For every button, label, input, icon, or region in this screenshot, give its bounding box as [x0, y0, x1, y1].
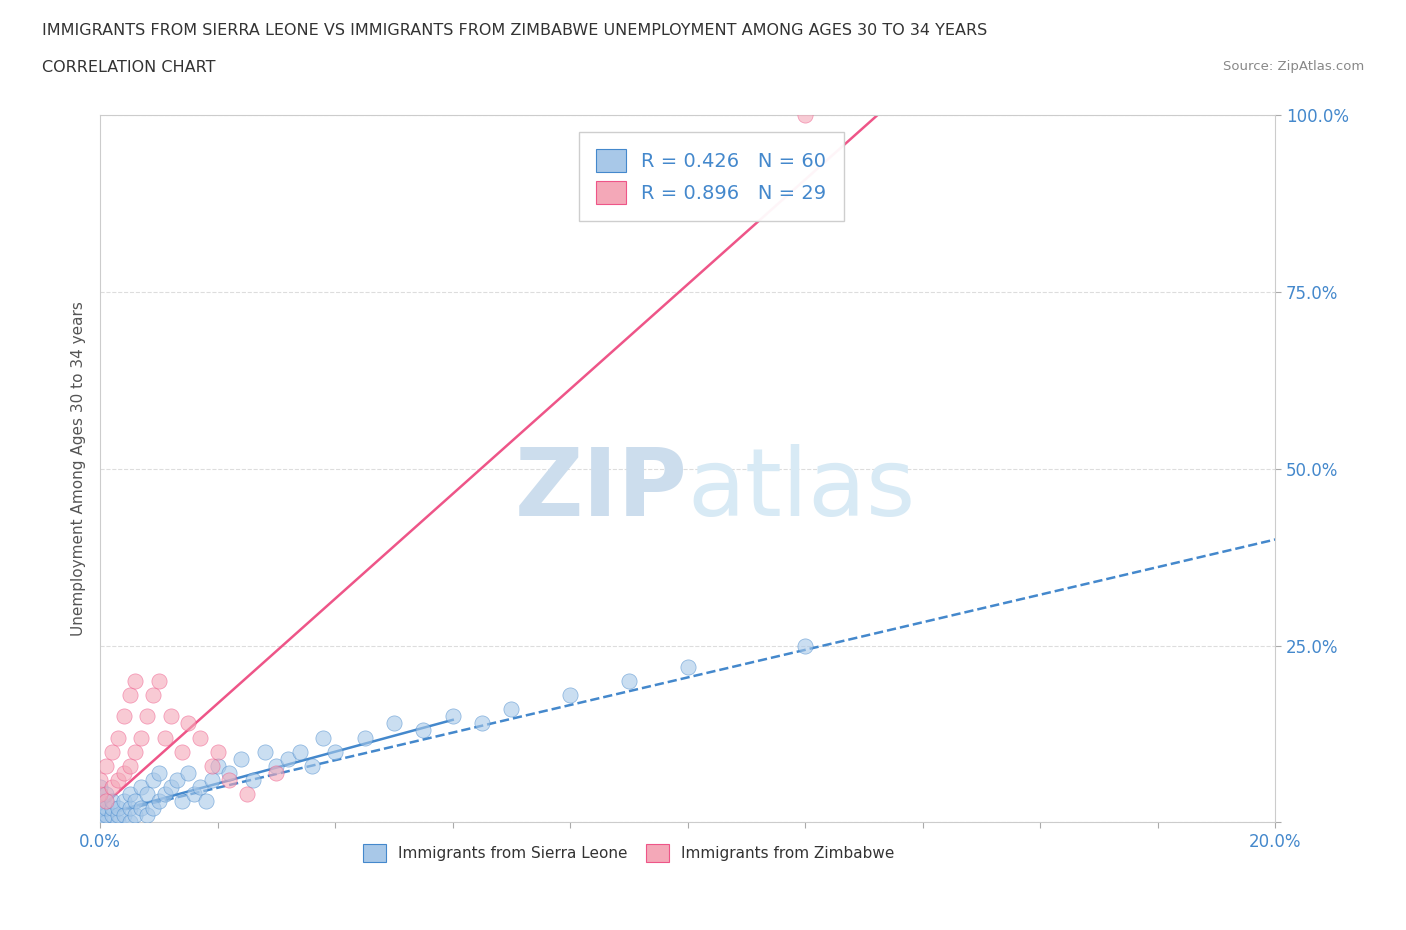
Point: [188, 730, 211, 745]
Point: [172, 744, 194, 759]
Point: [101, 801, 124, 816]
Point: [177, 716, 200, 731]
Point: [118, 687, 141, 702]
Point: [253, 744, 276, 759]
Point: [471, 716, 494, 731]
Point: [301, 758, 323, 773]
Point: [89, 808, 111, 823]
Point: [207, 758, 229, 773]
Text: atlas: atlas: [688, 444, 917, 536]
Point: [94, 815, 117, 830]
Point: [118, 801, 141, 816]
Point: [136, 709, 159, 724]
Point: [107, 730, 129, 745]
Point: [101, 794, 124, 809]
Point: [89, 794, 111, 809]
Y-axis label: Unemployment Among Ages 30 to 34 years: Unemployment Among Ages 30 to 34 years: [72, 301, 86, 636]
Point: [107, 808, 129, 823]
Point: [382, 716, 405, 731]
Point: [201, 773, 224, 788]
Point: [148, 673, 170, 688]
Text: IMMIGRANTS FROM SIERRA LEONE VS IMMIGRANTS FROM ZIMBABWE UNEMPLOYMENT AMONG AGES: IMMIGRANTS FROM SIERRA LEONE VS IMMIGRAN…: [42, 23, 987, 38]
Point: [312, 730, 335, 745]
Point: [153, 730, 176, 745]
Point: [159, 779, 181, 794]
Point: [142, 773, 165, 788]
Point: [94, 808, 117, 823]
Point: [166, 773, 188, 788]
Point: [501, 702, 523, 717]
Point: [159, 709, 181, 724]
Point: [94, 794, 117, 809]
Text: Source: ZipAtlas.com: Source: ZipAtlas.com: [1223, 60, 1364, 73]
Point: [101, 779, 124, 794]
Text: ZIP: ZIP: [515, 444, 688, 536]
Point: [107, 773, 129, 788]
Point: [183, 787, 205, 802]
Point: [124, 673, 146, 688]
Point: [142, 801, 165, 816]
Point: [118, 787, 141, 802]
Point: [118, 758, 141, 773]
Point: [89, 801, 111, 816]
Point: [353, 730, 375, 745]
Point: [412, 723, 434, 737]
Point: [148, 794, 170, 809]
Point: [89, 815, 111, 830]
Point: [441, 709, 464, 724]
Point: [136, 808, 159, 823]
Point: [94, 758, 117, 773]
Point: [107, 801, 129, 816]
Point: [153, 787, 176, 802]
Point: [172, 794, 194, 809]
Point: [218, 773, 240, 788]
Point: [89, 779, 111, 794]
Point: [112, 765, 135, 780]
Point: [177, 765, 200, 780]
Text: CORRELATION CHART: CORRELATION CHART: [42, 60, 215, 75]
Point: [101, 808, 124, 823]
Point: [242, 773, 264, 788]
Point: [112, 709, 135, 724]
Point: [288, 744, 311, 759]
Point: [129, 801, 152, 816]
Point: [323, 744, 346, 759]
Point: [136, 787, 159, 802]
Point: [118, 815, 141, 830]
Point: [107, 815, 129, 830]
Point: [794, 638, 817, 653]
Point: [89, 773, 111, 788]
Point: [94, 801, 117, 816]
Point: [124, 808, 146, 823]
Point: [617, 673, 640, 688]
Point: [112, 794, 135, 809]
Point: [142, 687, 165, 702]
Point: [94, 787, 117, 802]
Point: [676, 659, 699, 674]
Point: [188, 779, 211, 794]
Point: [218, 765, 240, 780]
Point: [89, 787, 111, 802]
Point: [277, 751, 299, 766]
Point: [101, 744, 124, 759]
Point: [124, 794, 146, 809]
Point: [112, 808, 135, 823]
Point: [231, 751, 253, 766]
Legend: Immigrants from Sierra Leone, Immigrants from Zimbabwe: Immigrants from Sierra Leone, Immigrants…: [357, 838, 901, 868]
Point: [201, 758, 224, 773]
Point: [794, 108, 817, 123]
Point: [560, 687, 582, 702]
Point: [124, 744, 146, 759]
Point: [207, 744, 229, 759]
Point: [266, 765, 288, 780]
Point: [129, 779, 152, 794]
Point: [266, 758, 288, 773]
Point: [148, 765, 170, 780]
Point: [194, 794, 217, 809]
Point: [129, 730, 152, 745]
Point: [236, 787, 259, 802]
